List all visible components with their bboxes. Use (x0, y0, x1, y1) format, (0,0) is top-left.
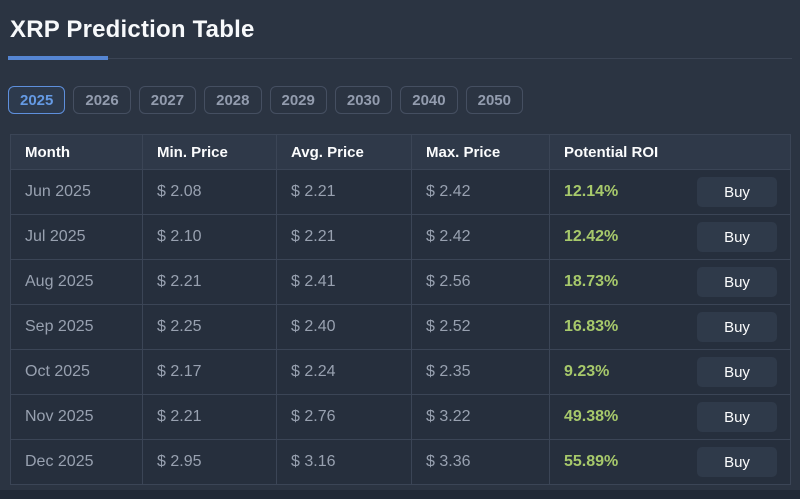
buy-button[interactable]: Buy (697, 312, 777, 342)
max-cell: $ 3.36 (411, 439, 550, 485)
month-cell: Oct 2025 (10, 349, 143, 395)
max-cell: $ 3.22 (411, 394, 550, 440)
tab-year-2029[interactable]: 2029 (269, 86, 327, 114)
roi-value: 49.38% (564, 408, 619, 425)
roi-value: 12.42% (564, 228, 619, 245)
roi-cell-inner: 55.89% Buy (564, 447, 790, 477)
column-header: Max. Price (411, 134, 550, 170)
table-row: Nov 2025 $ 2.21 $ 2.76 $ 3.22 49.38% Buy (10, 394, 791, 440)
max-cell: $ 2.35 (411, 349, 550, 395)
buy-button[interactable]: Buy (697, 267, 777, 297)
roi-value: 18.73% (564, 273, 619, 290)
bottom-section-edge (0, 490, 800, 499)
roi-value: 16.83% (564, 318, 619, 335)
roi-cell: 49.38% Buy (549, 394, 791, 440)
month-cell: Aug 2025 (10, 259, 143, 305)
min-cell: $ 2.08 (142, 169, 277, 215)
table-header-row: Month Min. Price Avg. Price Max. Price Poten… (10, 134, 791, 170)
column-header: Avg. Price (276, 134, 412, 170)
table-row: Jul 2025 $ 2.10 $ 2.21 $ 2.42 12.42% Buy (10, 214, 791, 260)
month-cell: Sep 2025 (10, 304, 143, 350)
min-cell: $ 2.95 (142, 439, 277, 485)
column-header: Potential ROI (549, 134, 791, 170)
month-cell: Jul 2025 (10, 214, 143, 260)
min-cell: $ 2.21 (142, 259, 277, 305)
min-cell: $ 2.25 (142, 304, 277, 350)
tab-year-2050[interactable]: 2050 (465, 86, 523, 114)
month-cell: Dec 2025 (10, 439, 143, 485)
tab-year-2025[interactable]: 2025 (8, 86, 66, 114)
tab-year-2027[interactable]: 2027 (138, 86, 197, 114)
min-cell: $ 2.17 (142, 349, 277, 395)
table-row: Sep 2025 $ 2.25 $ 2.40 $ 2.52 16.83% Buy (10, 304, 791, 350)
roi-cell: 12.14% Buy (549, 169, 791, 215)
year-tabs: 2025 2026 2027 2028 2029 2030 2040 2050 (8, 86, 523, 114)
title-divider (8, 56, 792, 60)
max-cell: $ 2.42 (411, 169, 550, 215)
roi-cell-inner: 49.38% Buy (564, 402, 790, 432)
max-cell: $ 2.42 (411, 214, 550, 260)
avg-cell: $ 2.41 (276, 259, 412, 305)
roi-value: 9.23% (564, 363, 610, 380)
roi-cell: 16.83% Buy (549, 304, 791, 350)
buy-button[interactable]: Buy (697, 177, 777, 207)
month-cell: Nov 2025 (10, 394, 143, 440)
roi-cell-inner: 12.14% Buy (564, 177, 790, 207)
roi-value: 12.14% (564, 183, 619, 200)
min-cell: $ 2.10 (142, 214, 277, 260)
roi-value: 55.89% (564, 453, 619, 470)
max-cell: $ 2.52 (411, 304, 550, 350)
roi-cell-inner: 16.83% Buy (564, 312, 790, 342)
month-cell: Jun 2025 (10, 169, 143, 215)
buy-button[interactable]: Buy (697, 357, 777, 387)
column-header: Min. Price (142, 134, 277, 170)
buy-button[interactable]: Buy (697, 222, 777, 252)
roi-cell: 12.42% Buy (549, 214, 791, 260)
roi-cell-inner: 18.73% Buy (564, 267, 790, 297)
table-row: Dec 2025 $ 2.95 $ 3.16 $ 3.36 55.89% Buy (10, 439, 791, 485)
roi-cell: 9.23% Buy (549, 349, 791, 395)
avg-cell: $ 2.40 (276, 304, 412, 350)
max-cell: $ 2.56 (411, 259, 550, 305)
tab-year-2030[interactable]: 2030 (334, 86, 393, 114)
avg-cell: $ 2.21 (276, 214, 412, 260)
title-divider-accent (8, 56, 108, 60)
page-title: XRP Prediction Table (10, 16, 255, 43)
column-header: Month (10, 134, 143, 170)
table-row: Aug 2025 $ 2.21 $ 2.41 $ 2.56 18.73% Buy (10, 259, 791, 305)
roi-cell: 55.89% Buy (549, 439, 791, 485)
avg-cell: $ 2.76 (276, 394, 412, 440)
avg-cell: $ 2.21 (276, 169, 412, 215)
min-cell: $ 2.21 (142, 394, 277, 440)
prediction-table: Month Min. Price Avg. Price Max. Price Poten… (10, 134, 791, 485)
tab-year-2028[interactable]: 2028 (204, 86, 262, 114)
avg-cell: $ 3.16 (276, 439, 412, 485)
table-row: Oct 2025 $ 2.17 $ 2.24 $ 2.35 9.23% Buy (10, 349, 791, 395)
table-row: Jun 2025 $ 2.08 $ 2.21 $ 2.42 12.14% Buy (10, 169, 791, 215)
roi-cell: 18.73% Buy (549, 259, 791, 305)
roi-cell-inner: 9.23% Buy (564, 357, 790, 387)
tab-year-2026[interactable]: 2026 (73, 86, 131, 114)
roi-cell-inner: 12.42% Buy (564, 222, 790, 252)
buy-button[interactable]: Buy (697, 447, 777, 477)
tab-year-2040[interactable]: 2040 (400, 86, 458, 114)
buy-button[interactable]: Buy (697, 402, 777, 432)
avg-cell: $ 2.24 (276, 349, 412, 395)
